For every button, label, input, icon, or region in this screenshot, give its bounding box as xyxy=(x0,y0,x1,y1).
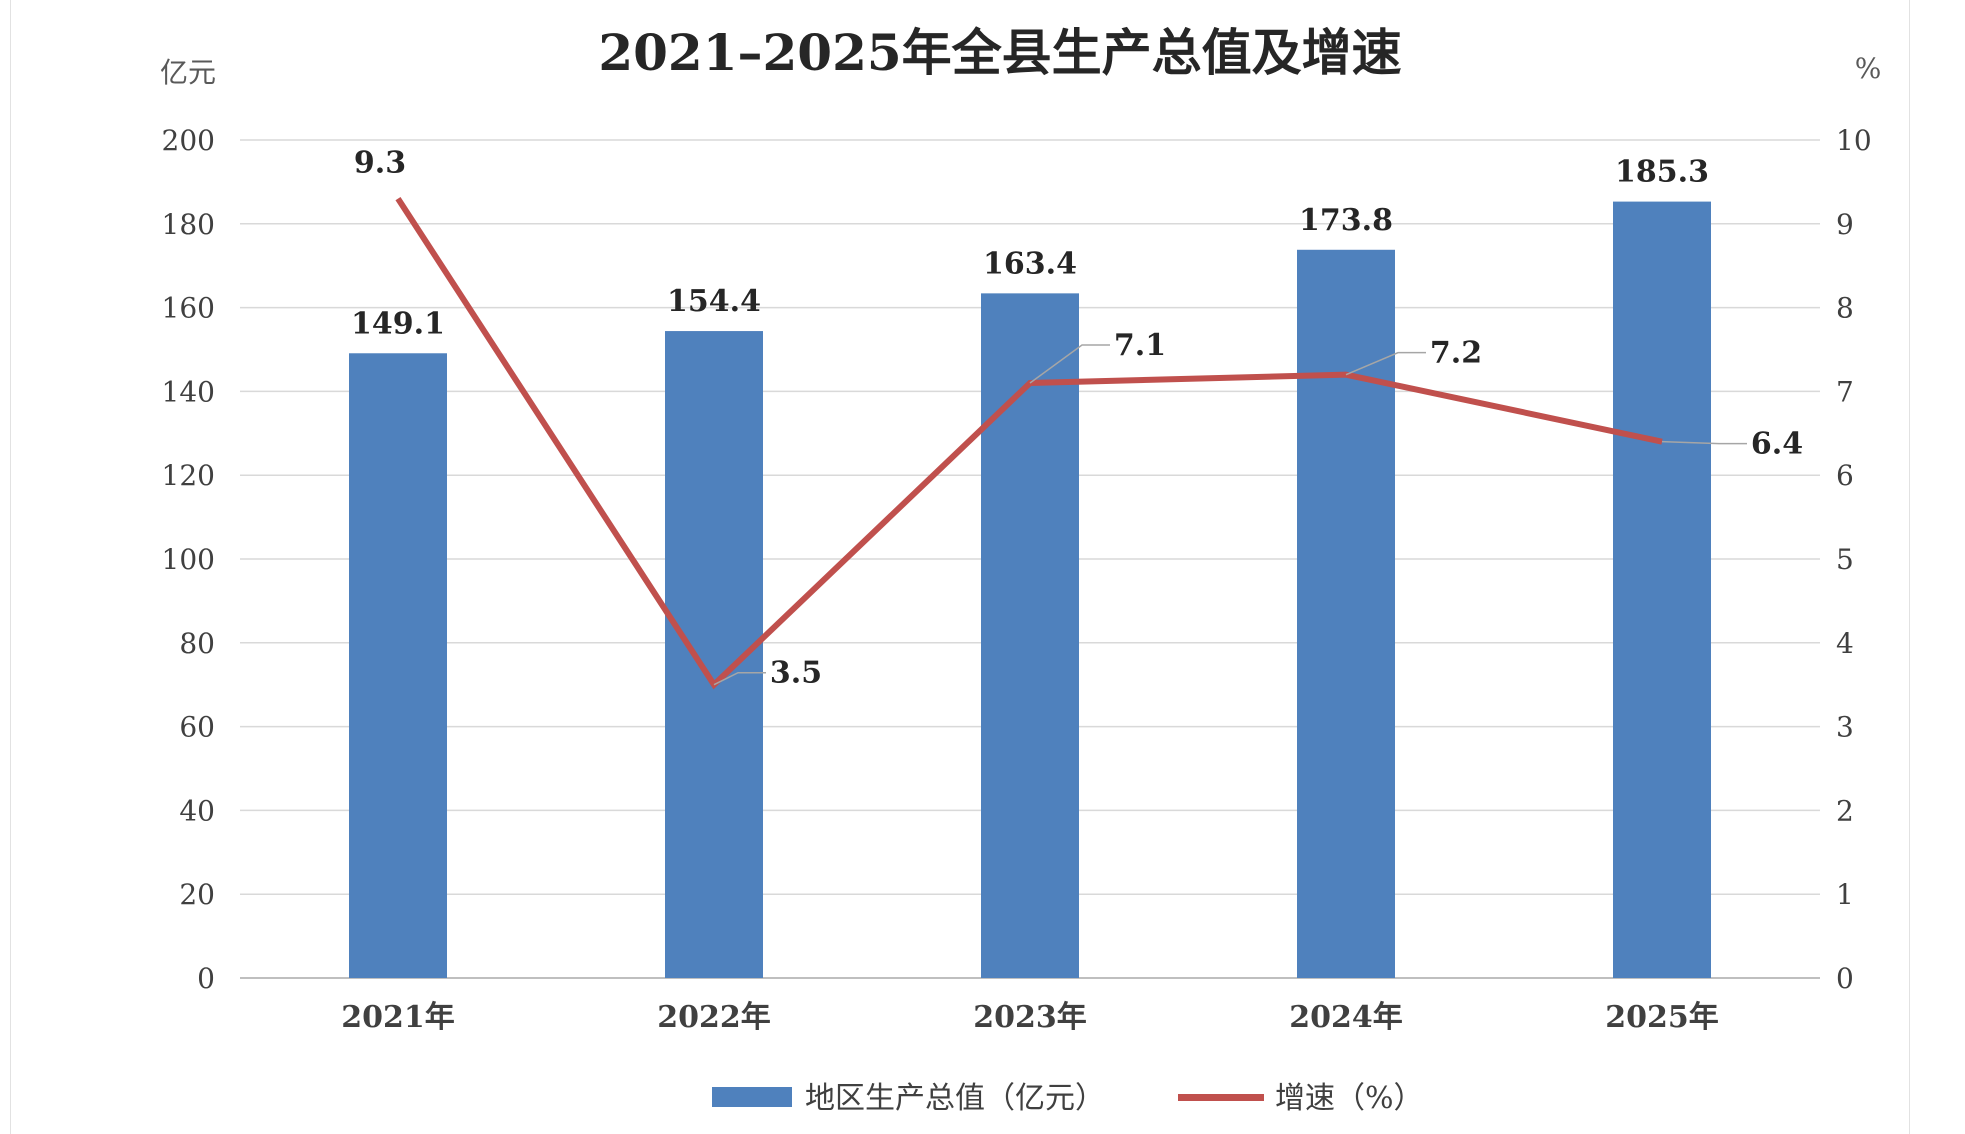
legend-label-gdp: 地区生产总值（亿元） xyxy=(805,1081,1105,1116)
bar-value-label: 154.4 xyxy=(667,284,761,319)
right-axis-tick-label: 7 xyxy=(1836,375,1854,408)
left-axis-tick-label: 180 xyxy=(162,208,215,241)
left-axis-tick-label: 200 xyxy=(162,124,215,157)
legend-swatch-growth xyxy=(1178,1094,1264,1101)
left-axis-tick-label: 120 xyxy=(162,459,215,492)
left-axis-tick-label: 140 xyxy=(162,375,215,408)
right-axis-tick-label: 10 xyxy=(1836,124,1872,157)
left-axis-tick-label: 40 xyxy=(179,794,215,827)
line-value-label: 6.4 xyxy=(1751,427,1803,462)
bar-value-label: 163.4 xyxy=(983,246,1077,281)
right-axis-tick-label: 3 xyxy=(1836,711,1854,744)
right-axis-tick-label: 6 xyxy=(1836,459,1854,492)
right-axis-tick-label: 2 xyxy=(1836,794,1854,827)
left-axis-tick-label: 0 xyxy=(197,962,215,995)
bar-value-label: 149.1 xyxy=(351,306,445,341)
right-axis-tick-label: 9 xyxy=(1836,208,1854,241)
chart-title: 2021–2025年全县生产总值及增速 xyxy=(598,23,1401,82)
x-axis-category-label: 2024年 xyxy=(1289,1000,1403,1035)
x-axis-category-label: 2021年 xyxy=(341,1000,455,1035)
left-axis-tick-label: 80 xyxy=(179,627,215,660)
left-axis-tick-label: 60 xyxy=(179,711,215,744)
line-value-label: 7.2 xyxy=(1430,336,1482,371)
right-axis-tick-label: 4 xyxy=(1836,627,1854,660)
x-axis-category-label: 2023年 xyxy=(973,1000,1087,1035)
line-data-labels: 9.3 3.5 7.1 7.2 6.4 xyxy=(354,146,1803,691)
x-axis-category-label: 2025年 xyxy=(1605,1000,1719,1035)
left-axis-ticks: 0 20 40 60 80 100 120 140 160 180 200 xyxy=(162,124,215,995)
bar-value-label: 185.3 xyxy=(1615,155,1709,190)
bar-series xyxy=(349,201,1711,979)
left-axis-tick-label: 100 xyxy=(162,543,215,576)
leader-line xyxy=(1661,440,1747,445)
bar xyxy=(1613,201,1711,978)
legend: 地区生产总值（亿元） 增速（%） xyxy=(712,1081,1424,1116)
category-labels: 2021年 2022年 2023年 2024年 2025年 xyxy=(341,1000,1719,1035)
bar xyxy=(1297,249,1395,978)
legend-label-growth: 增速（%） xyxy=(1275,1081,1424,1116)
right-axis-tick-label: 8 xyxy=(1836,292,1854,325)
left-axis-unit: 亿元 xyxy=(160,56,216,89)
x-axis-category-label: 2022年 xyxy=(657,1000,771,1035)
bar xyxy=(981,293,1079,978)
right-axis-tick-label: 0 xyxy=(1836,962,1854,995)
line-value-label: 3.5 xyxy=(770,656,822,691)
bar-data-labels: 149.1 154.4 163.4 173.8 185.3 xyxy=(351,155,1709,342)
left-axis-tick-label: 20 xyxy=(179,878,215,911)
right-axis-tick-label: 5 xyxy=(1836,543,1854,576)
right-axis-unit: % xyxy=(1855,52,1882,85)
leader-line xyxy=(1029,344,1110,384)
line-value-label: 9.3 xyxy=(354,146,406,181)
line-value-label: 7.1 xyxy=(1114,328,1166,363)
leader-line xyxy=(1345,351,1426,376)
chart-frame xyxy=(10,0,1910,1134)
bar-value-label: 173.8 xyxy=(1299,203,1393,238)
legend-swatch-gdp xyxy=(712,1087,792,1107)
leader-line xyxy=(713,671,766,686)
left-axis-tick-label: 160 xyxy=(162,292,215,325)
right-axis-tick-label: 1 xyxy=(1836,878,1854,911)
right-axis-ticks: 0 1 2 3 4 5 6 7 8 9 10 xyxy=(1836,124,1872,995)
bar xyxy=(349,353,447,978)
